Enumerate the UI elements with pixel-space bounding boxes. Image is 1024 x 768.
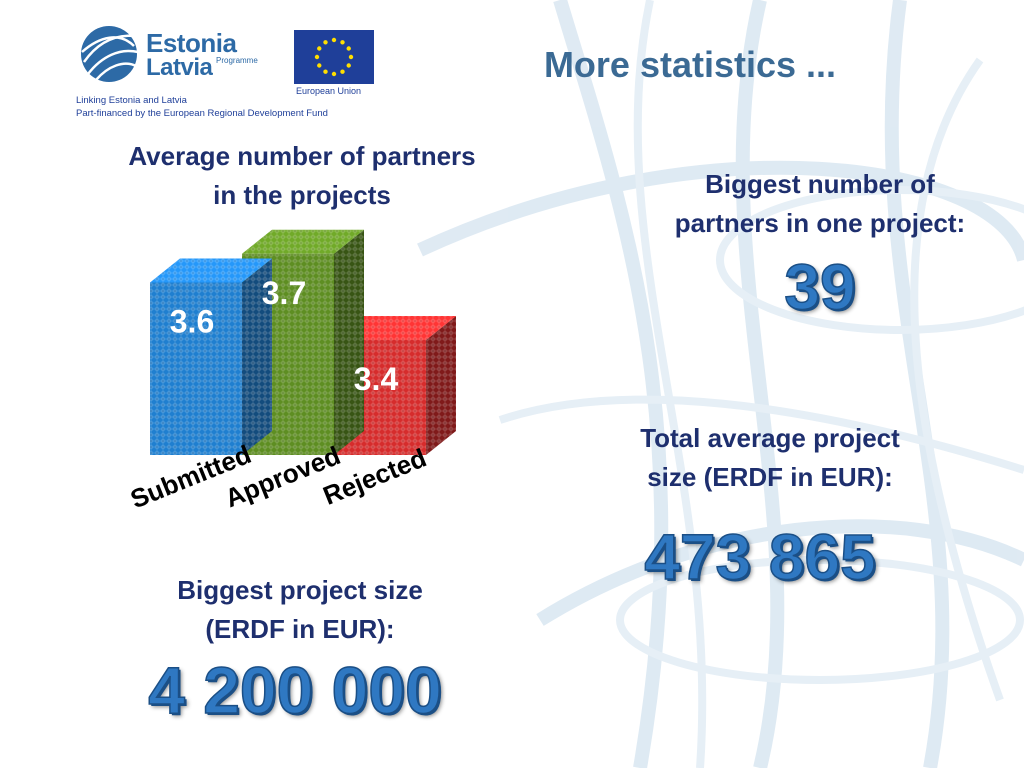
eu-label: European Union bbox=[296, 86, 362, 96]
total-average-value: 473 865 bbox=[644, 520, 877, 594]
logo-programme-text: Programme bbox=[216, 56, 258, 65]
chart-title: Average number of partners in the projec… bbox=[92, 137, 512, 215]
total-average-label-line-2: size (ERDF in EUR): bbox=[647, 462, 893, 492]
biggest-size-value: 4 200 000 bbox=[147, 652, 442, 728]
biggest-size-label-line-1: Biggest project size bbox=[177, 575, 423, 605]
logo-latvia-text: Latvia bbox=[146, 54, 213, 81]
value-label-submitted: 3.6 bbox=[170, 304, 214, 340]
bar-rejected bbox=[334, 316, 456, 455]
biggest-size-label-line-2: (ERDF in EUR): bbox=[205, 614, 395, 644]
total-average-label: Total average project size (ERDF in EUR)… bbox=[590, 419, 950, 497]
logo-funding-note: Part-financed by the European Regional D… bbox=[76, 108, 328, 119]
biggest-partners-value: 39 bbox=[784, 250, 857, 324]
biggest-size-label: Biggest project size (ERDF in EUR): bbox=[120, 571, 480, 649]
chart-title-line-2: in the projects bbox=[213, 180, 391, 210]
programme-logo: Estonia Latvia Programme European Union … bbox=[72, 22, 392, 122]
biggest-partners-label-line-2: partners in one project: bbox=[674, 208, 966, 238]
logo-tagline: Linking Estonia and Latvia bbox=[76, 95, 187, 106]
chart-title-line-1: Average number of partners bbox=[128, 141, 476, 171]
value-label-rejected: 3.4 bbox=[354, 361, 399, 397]
value-label-approved: 3.7 bbox=[262, 275, 306, 311]
eu-flag-icon bbox=[294, 30, 374, 84]
total-average-label-line-1: Total average project bbox=[640, 423, 900, 453]
bar-submitted bbox=[150, 258, 272, 455]
biggest-partners-label: Biggest number of partners in one projec… bbox=[630, 165, 1010, 243]
logo-estonia-text: Estonia bbox=[146, 28, 237, 58]
programme-logo-icon bbox=[81, 26, 139, 82]
page-title: More statistics ... bbox=[543, 44, 837, 85]
biggest-partners-label-line-1: Biggest number of bbox=[705, 169, 935, 199]
